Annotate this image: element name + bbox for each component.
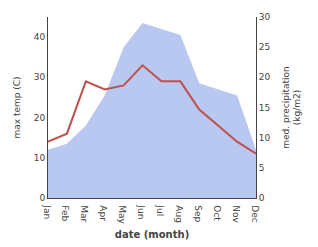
svg-text:Jun: Jun (136, 204, 146, 219)
svg-text:15: 15 (259, 103, 270, 113)
svg-text:30: 30 (259, 12, 271, 22)
svg-text:30: 30 (34, 72, 46, 82)
svg-text:max temp (C): max temp (C) (12, 76, 22, 138)
svg-text:40: 40 (34, 32, 46, 42)
svg-text:20: 20 (34, 113, 46, 123)
svg-text:Aug: Aug (174, 205, 184, 223)
svg-text:Nov: Nov (231, 205, 241, 223)
svg-text:10: 10 (34, 153, 46, 163)
svg-text:0: 0 (259, 193, 265, 203)
svg-text:med. precipitation(kg/m2): med. precipitation(kg/m2) (281, 66, 303, 148)
svg-text:5: 5 (259, 163, 265, 173)
svg-text:date (month): date (month) (115, 229, 189, 240)
svg-text:Dec: Dec (250, 205, 260, 222)
svg-text:May: May (117, 205, 127, 224)
svg-text:Sep: Sep (193, 205, 203, 222)
svg-text:20: 20 (259, 72, 271, 82)
svg-text:25: 25 (259, 42, 270, 52)
svg-text:Mar: Mar (79, 205, 89, 222)
svg-text:Oct: Oct (212, 205, 222, 221)
svg-text:0: 0 (39, 193, 45, 203)
svg-text:Feb: Feb (60, 205, 70, 221)
svg-text:Jul: Jul (155, 204, 165, 216)
svg-text:10: 10 (259, 133, 271, 143)
svg-text:Jan: Jan (42, 204, 52, 219)
svg-text:Apr: Apr (98, 205, 108, 221)
